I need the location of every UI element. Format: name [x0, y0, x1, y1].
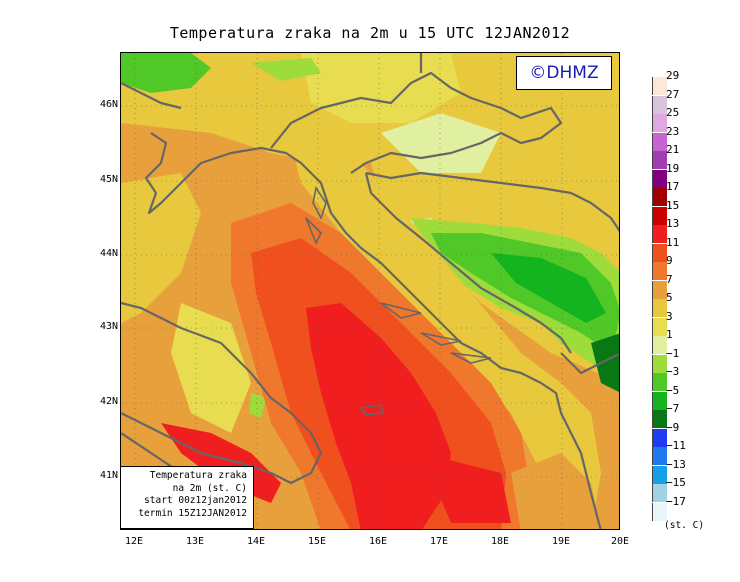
legend-swatch — [652, 465, 667, 484]
legend-swatch — [652, 114, 667, 132]
legend-level-label: 9 — [666, 254, 673, 267]
dhmz-logo: ©DHMZ — [516, 56, 612, 90]
legend-level-label: 27 — [666, 87, 680, 101]
temperature-map — [120, 52, 620, 530]
temperature-field — [121, 53, 619, 529]
field-italy-pale — [171, 303, 251, 433]
legend-swatch — [652, 132, 667, 151]
lat-label-41n: 41N — [99, 470, 118, 481]
field-coast-yellow — [291, 143, 601, 529]
legend-level-label: 17 — [666, 180, 680, 193]
legend-swatch — [652, 206, 667, 225]
field-nw-green — [121, 53, 211, 93]
legend-swatch — [652, 484, 667, 502]
lon-label-16e: 16E — [368, 536, 388, 547]
legend-swatch — [652, 336, 667, 354]
legend-swatch — [652, 428, 667, 447]
legend-level-label: −1 — [666, 346, 680, 360]
legend-swatch — [652, 188, 667, 206]
legend-swatch — [652, 447, 667, 465]
legend-level-label: 13 — [666, 217, 680, 230]
lon-label-15e: 15E — [307, 536, 327, 547]
legend-unit: (st. C) — [664, 520, 705, 531]
legend-swatch — [652, 317, 667, 336]
legend-swatch — [652, 151, 667, 169]
legend-level-label: −13 — [666, 457, 686, 471]
legend-swatch — [652, 225, 667, 243]
lat-label-45n: 45N — [99, 174, 118, 185]
lon-label-19e: 19E — [551, 536, 571, 547]
legend-level-label: 3 — [666, 309, 673, 323]
field-north-yellow — [121, 53, 619, 252]
legend-swatch — [652, 95, 667, 114]
legend-swatch — [652, 262, 667, 280]
legend-swatch — [652, 410, 667, 428]
legend-level-label: −3 — [666, 365, 680, 378]
info-line-1: Temperatura zraka — [149, 470, 247, 481]
lon-label-14e: 14E — [246, 536, 266, 547]
legend-level-label: −15 — [666, 476, 686, 489]
map-title: Temperatura zraka na 2m u 15 UTC 12JAN20… — [169, 24, 571, 42]
legend-level-label: 11 — [666, 235, 680, 249]
legend-level-label: −9 — [666, 420, 680, 434]
legend-swatch — [652, 391, 667, 410]
lon-label-20e: 20E — [610, 536, 630, 547]
legend-level-label: 19 — [666, 161, 680, 175]
legend-level-label: 15 — [666, 198, 680, 212]
legend-level-label: −5 — [666, 383, 680, 397]
field-pale-patch-1 — [381, 113, 501, 173]
field-red-core — [306, 303, 451, 529]
lon-label-13e: 13E — [185, 536, 205, 547]
legend-level-label: 1 — [666, 328, 673, 341]
lat-label-46n: 46N — [99, 99, 118, 110]
legend-swatch — [652, 77, 667, 95]
lon-label-12e: 12E — [124, 536, 144, 547]
legend-swatch — [652, 354, 667, 373]
info-line-3: start 00z12jan2012 — [144, 495, 247, 506]
field-west-yellow — [121, 173, 201, 323]
legend-level-label: −17 — [666, 494, 686, 508]
lat-label-43n: 43N — [99, 321, 118, 332]
legend-level-label: −11 — [666, 439, 686, 452]
field-albania-orange — [511, 453, 601, 529]
legend-level-label: 5 — [666, 291, 673, 304]
lat-label-44n: 44N — [99, 248, 118, 259]
field-east-darkgreen — [491, 253, 606, 323]
legend-level-label: 23 — [666, 124, 680, 138]
legend-swatch — [652, 169, 667, 188]
info-line-2: na 2m (st. C) — [172, 482, 247, 494]
legend-level-label: 7 — [666, 272, 673, 286]
field-italy-green — [249, 393, 266, 418]
lat-label-42n: 42N — [99, 396, 118, 407]
legend-level-label: −7 — [666, 402, 680, 415]
map-info-box: Temperatura zraka na 2m (st. C) start 00… — [120, 466, 254, 529]
legend-swatch — [652, 280, 667, 299]
info-line-4: termin 15Z12JAN2012 — [138, 507, 247, 519]
field-se-darkgreen — [591, 333, 619, 392]
lon-label-17e: 17E — [429, 536, 449, 547]
islands — [305, 185, 492, 416]
legend-level-label: 25 — [666, 106, 680, 119]
legend-swatch — [652, 243, 667, 262]
legend-level-label: 29 — [666, 69, 680, 82]
legend-swatch — [652, 299, 667, 317]
lon-label-18e: 18E — [490, 536, 510, 547]
legend-level-label: 21 — [666, 143, 680, 156]
legend-swatch — [652, 502, 667, 521]
legend-swatch — [652, 373, 667, 391]
field-south-red — [421, 453, 511, 523]
field-east-green — [431, 233, 619, 353]
field-n-green — [251, 58, 321, 81]
